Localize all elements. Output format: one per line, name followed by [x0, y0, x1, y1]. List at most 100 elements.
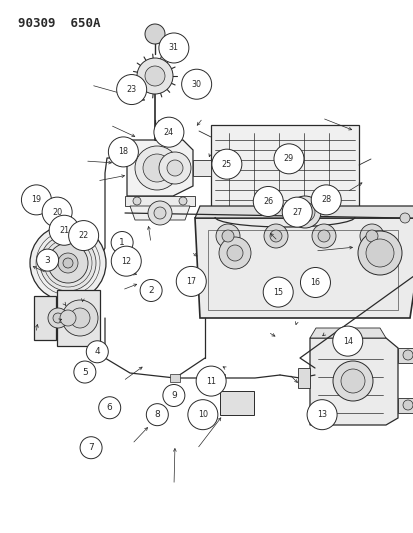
Circle shape: [70, 308, 90, 328]
Circle shape: [48, 243, 88, 283]
Circle shape: [263, 277, 292, 307]
Text: 16: 16: [310, 278, 320, 287]
Circle shape: [111, 246, 141, 276]
Circle shape: [311, 224, 335, 248]
Circle shape: [108, 137, 138, 167]
Polygon shape: [127, 140, 192, 196]
Circle shape: [36, 249, 59, 271]
Circle shape: [133, 197, 141, 205]
Polygon shape: [34, 296, 56, 340]
Text: 27: 27: [292, 208, 301, 216]
Bar: [170, 374, 180, 382]
Circle shape: [282, 197, 311, 227]
Text: 2: 2: [148, 286, 154, 295]
Circle shape: [80, 437, 102, 459]
Circle shape: [306, 400, 336, 430]
Text: 29: 29: [283, 155, 293, 163]
Circle shape: [178, 197, 187, 205]
Circle shape: [176, 266, 206, 296]
Circle shape: [146, 403, 168, 426]
Text: 17: 17: [186, 277, 196, 286]
Circle shape: [166, 160, 183, 176]
Circle shape: [69, 221, 98, 251]
Circle shape: [311, 185, 340, 215]
Circle shape: [357, 231, 401, 275]
Polygon shape: [195, 218, 413, 318]
Text: 90309  650A: 90309 650A: [18, 17, 100, 29]
Circle shape: [216, 224, 240, 248]
Bar: [214, 374, 224, 382]
Circle shape: [359, 224, 383, 248]
Text: 8: 8: [154, 410, 160, 419]
Circle shape: [332, 361, 372, 401]
Text: 9: 9: [171, 391, 176, 400]
Circle shape: [49, 215, 79, 245]
Polygon shape: [195, 206, 413, 218]
Circle shape: [181, 69, 211, 99]
Polygon shape: [309, 338, 397, 425]
Polygon shape: [297, 368, 309, 388]
Circle shape: [300, 268, 330, 297]
Text: 26: 26: [263, 197, 273, 206]
Text: 13: 13: [316, 410, 326, 419]
Circle shape: [145, 24, 165, 44]
Circle shape: [188, 400, 217, 430]
Text: 20: 20: [52, 208, 62, 216]
Circle shape: [74, 361, 96, 383]
Circle shape: [162, 384, 185, 407]
Text: 18: 18: [118, 148, 128, 156]
Circle shape: [63, 258, 73, 268]
Polygon shape: [397, 348, 413, 363]
Circle shape: [111, 231, 133, 254]
Circle shape: [21, 185, 51, 215]
Polygon shape: [130, 206, 190, 220]
Circle shape: [42, 197, 72, 227]
Circle shape: [159, 33, 188, 63]
Polygon shape: [57, 290, 100, 346]
Text: 11: 11: [206, 377, 216, 385]
Polygon shape: [397, 398, 413, 413]
Bar: [219, 391, 254, 415]
Text: 12: 12: [121, 257, 131, 265]
Bar: [207, 230, 397, 310]
Circle shape: [263, 224, 287, 248]
Circle shape: [340, 369, 364, 393]
Text: 4: 4: [94, 348, 100, 356]
Polygon shape: [309, 328, 385, 338]
Circle shape: [30, 225, 106, 301]
Text: 10: 10: [197, 410, 207, 419]
Text: 28: 28: [320, 196, 330, 204]
Circle shape: [60, 310, 76, 326]
Circle shape: [317, 230, 329, 242]
Circle shape: [269, 230, 281, 242]
Circle shape: [226, 245, 242, 261]
Circle shape: [402, 400, 412, 410]
Text: 14: 14: [342, 337, 352, 345]
Text: 5: 5: [82, 368, 88, 376]
Polygon shape: [125, 196, 195, 206]
Circle shape: [299, 207, 309, 217]
Circle shape: [294, 202, 314, 222]
Circle shape: [53, 313, 63, 323]
Circle shape: [137, 58, 173, 94]
Circle shape: [399, 213, 409, 223]
Circle shape: [86, 341, 108, 363]
Circle shape: [365, 239, 393, 267]
Text: 19: 19: [31, 196, 41, 204]
Text: 15: 15: [273, 288, 282, 296]
Circle shape: [147, 201, 171, 225]
Circle shape: [142, 154, 171, 182]
Circle shape: [218, 237, 250, 269]
Circle shape: [159, 152, 190, 184]
Circle shape: [402, 350, 412, 360]
Text: 31: 31: [169, 44, 178, 52]
Circle shape: [140, 279, 162, 302]
Text: 1: 1: [119, 238, 125, 247]
Text: 6: 6: [107, 403, 112, 412]
Circle shape: [154, 117, 183, 147]
Circle shape: [135, 146, 178, 190]
Circle shape: [98, 397, 121, 419]
Text: 7: 7: [88, 443, 94, 452]
Circle shape: [365, 230, 377, 242]
Text: 21: 21: [59, 226, 69, 235]
